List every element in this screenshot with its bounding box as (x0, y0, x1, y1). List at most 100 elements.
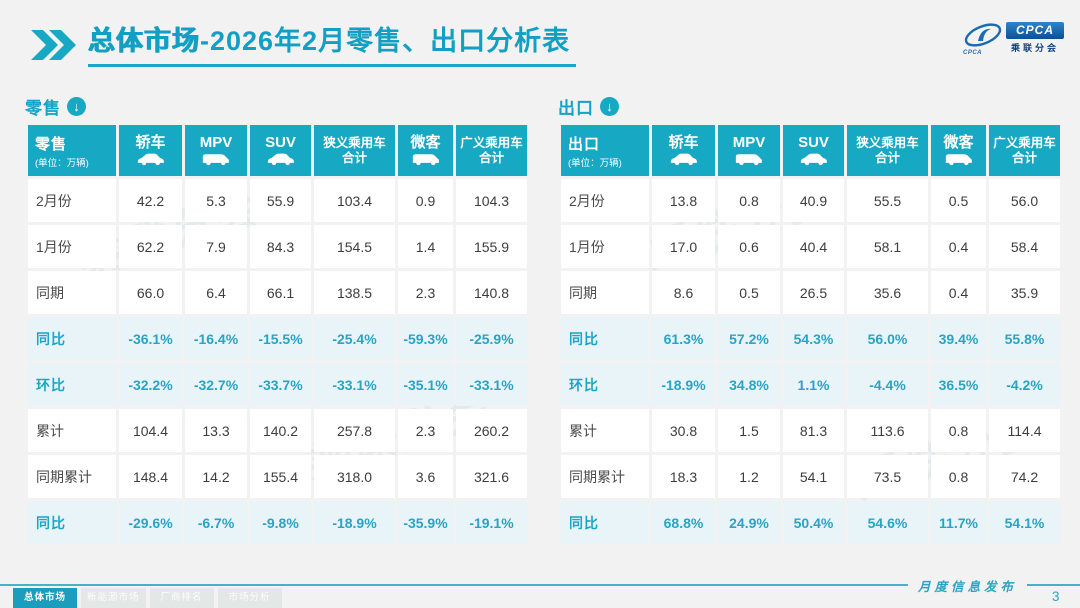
table-cell: 0.5 (931, 179, 986, 222)
table-cell: -36.1% (119, 317, 182, 360)
table-cell: 54.1% (989, 501, 1060, 544)
table-cell: 14.2 (185, 455, 247, 498)
table-cell: 55.8% (989, 317, 1060, 360)
tab-市场分析[interactable]: 市场分析 (217, 588, 282, 608)
column-label: 轿车 (668, 133, 699, 151)
table-cell: 0.9 (398, 179, 453, 222)
column-header: 广义乘用车 合计 (989, 125, 1060, 176)
mpv-icon (187, 153, 245, 167)
table-row: 同比 -36.1% -16.4% -15.5% -25.4% -59.3% -25.9% (28, 317, 527, 360)
data-table: 零售 (单位：万辆) 轿车 MPV SUV 狭义乘用车 合计 微客 广义乘用车 合计 2月份 42.2… (25, 122, 530, 547)
table-row: 2月份 13.8 0.8 40.9 55.5 0.5 56.0 (561, 179, 1060, 222)
table-cell: 140.2 (250, 409, 311, 452)
double-chevron-icon (30, 29, 76, 66)
column-label: 狭义乘用车 (856, 136, 919, 151)
table-cell: 1.4 (398, 225, 453, 268)
market-section-export: 出口 ↓ 出口 (单位：万辆) 轿车 MPV SUV 狭义乘用车 合计 微客 广义乘用车 合计 2月份 1… (558, 94, 1062, 547)
table-cell: 154.5 (314, 225, 395, 268)
table-cell: 57.2% (718, 317, 780, 360)
column-header: SUV (783, 125, 844, 176)
row-label: 环比 (561, 363, 649, 406)
table-cell: 35.9 (989, 271, 1060, 314)
market-section-retail: 零售 ↓ 零售 (单位：万辆) 轿车 MPV SUV 狭义乘用车 合计 微客 广义乘用车 合计 2月份 4… (25, 94, 530, 547)
table-cell: 30.8 (652, 409, 715, 452)
row-label: 累计 (561, 409, 649, 452)
row-label: 2月份 (561, 179, 649, 222)
page-title-prefix: 总体市场 (88, 26, 200, 56)
table-cell: 26.5 (783, 271, 844, 314)
row-label: 同期 (28, 271, 116, 314)
table-row: 环比 -32.2% -32.7% -33.7% -33.1% -35.1% -33.1% (28, 363, 527, 406)
table-cell: 8.6 (652, 271, 715, 314)
footer-note: 月度信息发布 (908, 576, 1028, 595)
table-cell: -19.1% (456, 501, 527, 544)
table-cell: 1.5 (718, 409, 780, 452)
column-label-line2: 合计 (478, 150, 504, 165)
table-cell: -18.9% (314, 501, 395, 544)
table-cell: -4.4% (847, 363, 928, 406)
table-cell: -33.1% (456, 363, 527, 406)
data-table: 出口 (单位：万辆) 轿车 MPV SUV 狭义乘用车 合计 微客 广义乘用车 合计 2月份 13.8… (558, 122, 1063, 547)
suv-icon (252, 153, 309, 167)
row-label: 同比 (561, 317, 649, 360)
table-cell: -32.2% (119, 363, 182, 406)
table-row: 1月份 62.2 7.9 84.3 154.5 1.4 155.9 (28, 225, 527, 268)
cpca-logo-subtext: 乘联分会 (1010, 43, 1059, 53)
table-cell: -25.9% (456, 317, 527, 360)
table-cell: -15.5% (250, 317, 311, 360)
table-cell: -4.2% (989, 363, 1060, 406)
table-cell: 3.6 (398, 455, 453, 498)
table-cell: 54.6% (847, 501, 928, 544)
table-cell: 0.6 (718, 225, 780, 268)
table-cell: 6.4 (185, 271, 247, 314)
tab-总体市场[interactable]: 总体市场 (13, 588, 77, 608)
table-row: 累计 104.4 13.3 140.2 257.8 2.3 260.2 (28, 409, 527, 452)
table-row: 环比 -18.9% 34.8% 1.1% -4.4% 36.5% -4.2% (561, 363, 1060, 406)
column-label: 广义乘用车 (993, 136, 1056, 151)
table-row: 累计 30.8 1.5 81.3 113.6 0.8 114.4 (561, 409, 1060, 452)
table-cell: 62.2 (119, 225, 182, 268)
table-corner-header: 零售 (单位：万辆) (28, 125, 116, 176)
table-cell: 2.3 (398, 409, 453, 452)
table-cell: 40.9 (783, 179, 844, 222)
table-cell: 155.9 (456, 225, 527, 268)
section-title: 零售 (25, 98, 61, 118)
table-cell: 55.9 (250, 179, 311, 222)
microvan-icon (933, 153, 984, 167)
table-cell: 13.8 (652, 179, 715, 222)
table-cell: -33.1% (314, 363, 395, 406)
tab-厂商排名[interactable]: 厂商排名 (149, 588, 214, 608)
sedan-icon (121, 153, 180, 167)
table-row: 同期 66.0 6.4 66.1 138.5 2.3 140.8 (28, 271, 527, 314)
column-header: 微客 (931, 125, 986, 176)
table-cell: 35.6 (847, 271, 928, 314)
column-header: SUV (250, 125, 311, 176)
table-row: 同比 -29.6% -6.7% -9.8% -18.9% -35.9% -19.1% (28, 501, 527, 544)
column-header: 微客 (398, 125, 453, 176)
table-cell: 68.8% (652, 501, 715, 544)
table-row: 同期累计 18.3 1.2 54.1 73.5 0.8 74.2 (561, 455, 1060, 498)
table-row: 同期 8.6 0.5 26.5 35.6 0.4 35.9 (561, 271, 1060, 314)
tab-新能源市场[interactable]: 新能源市场 (81, 588, 146, 608)
column-label: 微客 (943, 133, 974, 151)
page-title-suffix: -2026年2月零售、出口分析表 (200, 26, 571, 56)
header: 总体市场-2026年2月零售、出口分析表 (30, 26, 577, 68)
table-cell: -25.4% (314, 317, 395, 360)
column-header: MPV (718, 125, 780, 176)
cpca-logo-box: CPCA (1006, 22, 1064, 39)
table-cell: 114.4 (989, 409, 1060, 452)
row-label: 环比 (28, 363, 116, 406)
row-label: 同期累计 (561, 455, 649, 498)
footer-divider (0, 584, 1080, 586)
table-cell: 18.3 (652, 455, 715, 498)
table-row: 同期累计 148.4 14.2 155.4 318.0 3.6 321.6 (28, 455, 527, 498)
microvan-icon (400, 153, 451, 167)
table-cell: -9.8% (250, 501, 311, 544)
mpv-icon (720, 153, 778, 167)
section-heading: 零售 ↓ (25, 94, 530, 118)
column-header: 狭义乘用车 合计 (314, 125, 395, 176)
table-cell: 66.0 (119, 271, 182, 314)
row-label: 累计 (28, 409, 116, 452)
table-cell: 113.6 (847, 409, 928, 452)
table-cell: 148.4 (119, 455, 182, 498)
